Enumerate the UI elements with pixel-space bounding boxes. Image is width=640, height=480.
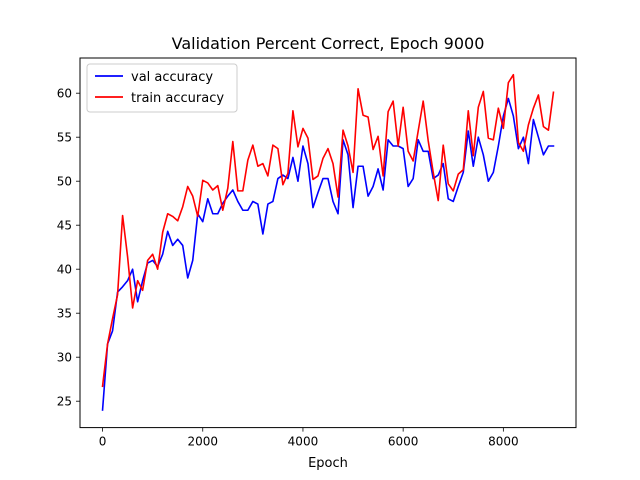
series-line-val-accuracy (101, 97, 555, 411)
series-line-train-accuracy (101, 73, 555, 388)
series-layer (101, 73, 555, 411)
y-tick-label: 25 (57, 395, 72, 409)
y-tick-label: 40 (57, 263, 72, 277)
y-tick-label: 60 (57, 87, 72, 101)
legend-box (86, 63, 238, 113)
x-tick-label: 6000 (388, 435, 419, 449)
x-tick-label: 4000 (288, 435, 319, 449)
y-tick-label: 50 (57, 175, 72, 189)
plot-frame (79, 57, 577, 429)
x-tick-label: 0 (99, 435, 107, 449)
y-tick-label: 35 (57, 307, 72, 321)
y-tick-label: 55 (57, 131, 72, 145)
y-axis: 25 30 35 40 45 50 55 60 (57, 87, 80, 409)
legend: val accuracy train accuracy (86, 63, 238, 113)
legend-label-val-accuracy: val accuracy (131, 70, 213, 85)
x-axis: 0 2000 4000 6000 8000 (99, 427, 519, 449)
x-tick-label: 8000 (488, 435, 519, 449)
y-tick-label: 30 (57, 351, 72, 365)
legend-label-train-accuracy: train accuracy (131, 91, 224, 106)
x-axis-label: Epoch (308, 456, 348, 471)
y-tick-label: 45 (57, 219, 72, 233)
chart-title: Validation Percent Correct, Epoch 9000 (172, 34, 485, 53)
x-tick-label: 2000 (187, 435, 218, 449)
